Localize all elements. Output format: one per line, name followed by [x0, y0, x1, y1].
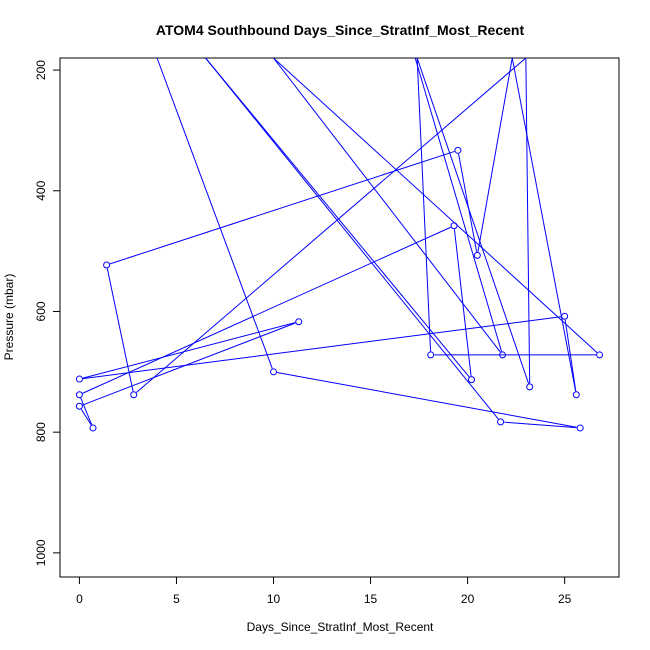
x-tick-label: 10 [267, 592, 281, 606]
x-axis: 0 5 10 15 20 25 [76, 576, 572, 606]
data-point [270, 368, 278, 376]
series-segment [136, 58, 527, 393]
data-point [427, 351, 435, 359]
y-tick-label: 1000 [34, 539, 48, 566]
series-segment [414, 58, 503, 352]
y-axis: 200 400 600 800 1000 [34, 60, 61, 566]
x-tick-label: 15 [364, 592, 378, 606]
data-point [75, 402, 83, 410]
y-tick-label: 800 [34, 422, 48, 442]
series-segment [106, 268, 134, 392]
plot-frame [59, 57, 620, 578]
series-segment [205, 58, 499, 420]
data-point [89, 424, 97, 432]
series-segment [82, 226, 451, 394]
data-point [473, 251, 481, 259]
x-tick-label: 0 [76, 592, 83, 606]
series-segment [276, 371, 577, 428]
series-segment [458, 153, 478, 252]
series-segment [416, 58, 530, 384]
x-tick-label: 25 [558, 592, 572, 606]
x-tick-label: 20 [461, 592, 475, 606]
data-point [499, 351, 507, 359]
series-segment [205, 58, 470, 378]
data-point [467, 376, 475, 384]
series-segment [109, 150, 455, 265]
data-point [576, 424, 584, 432]
data-point [295, 318, 303, 326]
series-segment [525, 58, 531, 384]
y-tick-label: 200 [34, 60, 48, 80]
data-point [596, 351, 604, 359]
series-segment [564, 319, 577, 392]
chart-title: ATOM4 Southbound Days_Since_StratInf_Mos… [156, 22, 525, 38]
data-point [103, 261, 111, 269]
y-axis-label: Pressure (mbar) [2, 274, 16, 361]
data-point [75, 391, 83, 399]
series-segment [273, 58, 501, 353]
series-segment [504, 421, 577, 429]
x-axis-label: Days_Since_StratInf_Most_Recent [247, 620, 434, 634]
series-segment [82, 322, 296, 379]
series-segment [416, 58, 432, 352]
series-segment [477, 58, 513, 252]
series-segment [82, 322, 296, 406]
data-point [497, 418, 505, 426]
data-point [130, 391, 138, 399]
data-point [450, 222, 458, 230]
series-segment [511, 58, 577, 392]
data-point [454, 146, 462, 154]
plot-area [75, 58, 604, 432]
data-point [561, 312, 569, 320]
data-point [75, 375, 83, 383]
y-tick-label: 600 [34, 301, 48, 321]
series-segment [273, 58, 598, 353]
series-layer [75, 58, 604, 432]
series-segment [80, 397, 93, 425]
data-point [526, 383, 534, 391]
data-point [572, 391, 580, 399]
x-tick-label: 5 [173, 592, 180, 606]
series-segment [156, 58, 273, 369]
series-segment [82, 316, 562, 380]
y-tick-label: 400 [34, 180, 48, 200]
series-segment [80, 408, 92, 426]
